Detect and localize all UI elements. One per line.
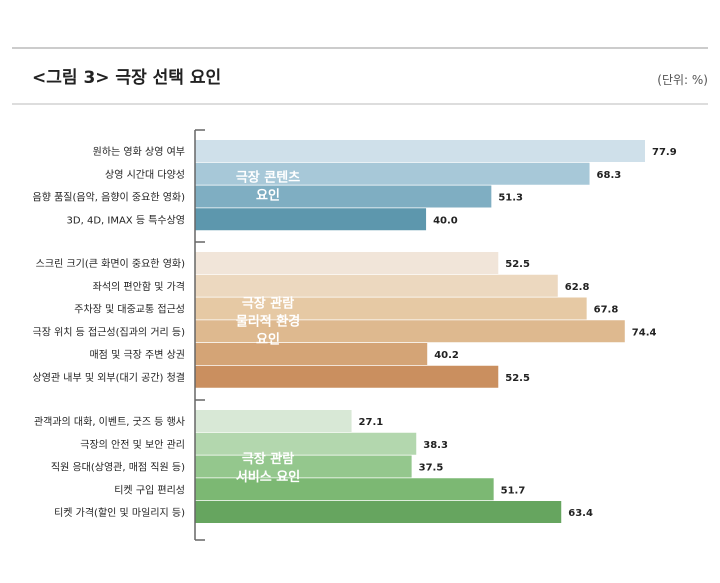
bar-g3-4 [195, 478, 494, 501]
category-label-g2-6: 상영관 내부 및 외부(대기 공간) 청결 [33, 372, 186, 384]
value-label-g2-5: 40.2 [434, 350, 459, 361]
group-label-1-line-1: 극장 콘텐츠 [236, 170, 300, 186]
category-label-g3-3: 직원 응대(상영관, 매점 직원 등) [51, 462, 185, 474]
category-label-g3-5: 티켓 가격(할인 및 마일리지 등) [54, 506, 185, 519]
category-label-g1-4: 3D, 4D, IMAX 등 특수상영 [67, 214, 185, 226]
unit-label: (단위: %) [657, 73, 708, 87]
value-label-g3-5: 63.4 [568, 508, 593, 519]
value-label-g2-6: 52.5 [505, 373, 530, 384]
bar-g2-1 [195, 252, 499, 274]
category-label-g3-2: 극장의 안전 및 보안 관리 [80, 439, 185, 451]
bar-g3-5 [195, 501, 562, 523]
category-label-g3-4: 티켓 구입 편리성 [114, 483, 185, 496]
value-label-g1-3: 51.3 [498, 193, 523, 204]
category-label-g1-1: 원하는 영화 상영 여부 [93, 145, 185, 158]
bar-g3-2 [195, 432, 417, 455]
value-label-g3-2: 38.3 [423, 440, 448, 451]
category-label-g2-5: 매점 및 극장 주변 상권 [89, 349, 185, 361]
group-label-2-line-3: 요인 [256, 331, 280, 347]
value-label-g2-2: 62.8 [565, 282, 590, 293]
value-label-g1-1: 77.9 [652, 147, 677, 158]
value-label-g1-2: 68.3 [597, 170, 622, 181]
category-label-g2-4: 극장 위치 등 접근성(집과의 거리 등) [33, 325, 186, 338]
category-label-g3-1: 관객과의 대화, 이벤트, 굿즈 등 행사 [34, 416, 185, 428]
bar-g2-3 [195, 297, 587, 320]
bar-g1-4 [195, 208, 427, 231]
group-label-1-line-2: 요인 [256, 188, 280, 204]
value-label-g3-4: 51.7 [501, 485, 526, 496]
group-label-3-line-2: 서비스 요인 [236, 469, 300, 485]
bar-g1-3 [195, 185, 492, 208]
value-label-g2-1: 52.5 [505, 259, 530, 270]
category-label-g2-3: 주차장 및 대중교통 접근성 [74, 304, 185, 316]
group-label-2-line-1: 극장 관람 [242, 295, 294, 311]
value-label-g2-4: 74.4 [632, 327, 657, 338]
bar-g1-1 [195, 140, 645, 162]
group-label-3-line-1: 극장 관람 [242, 451, 294, 467]
bar-g1-2 [195, 162, 590, 185]
bar-g2-2 [195, 274, 558, 297]
bar-g2-4 [195, 320, 625, 343]
bar-g2-6 [195, 365, 499, 388]
group-label-2-line-2: 물리적 환경 [236, 313, 300, 329]
bar-g2-5 [195, 343, 428, 365]
bar-g3-1 [195, 410, 352, 432]
value-label-g3-1: 27.1 [359, 417, 384, 428]
category-label-g1-3: 음향 품질(음악, 음향이 중요한 영화) [33, 192, 186, 204]
chart-title: <그림 3> 극장 선택 요인 [32, 68, 221, 88]
category-label-g2-1: 스크린 크기(큰 화면이 중요한 영화) [36, 258, 185, 270]
category-label-g1-2: 상영 시간대 다양성 [105, 169, 185, 181]
value-label-g2-3: 67.8 [594, 305, 619, 316]
value-label-g3-3: 37.5 [419, 463, 444, 474]
value-label-g1-4: 40.0 [433, 215, 458, 226]
bars-layer: 원하는 영화 상영 여부 77.9 상영 시간대 다양성 68.3 음향 품질(음악, … [33, 140, 677, 523]
category-label-g2-2: 좌석의 편안함 및 가격 [93, 280, 185, 293]
axis-layer [194, 129, 205, 541]
bar-g3-3 [195, 455, 412, 478]
